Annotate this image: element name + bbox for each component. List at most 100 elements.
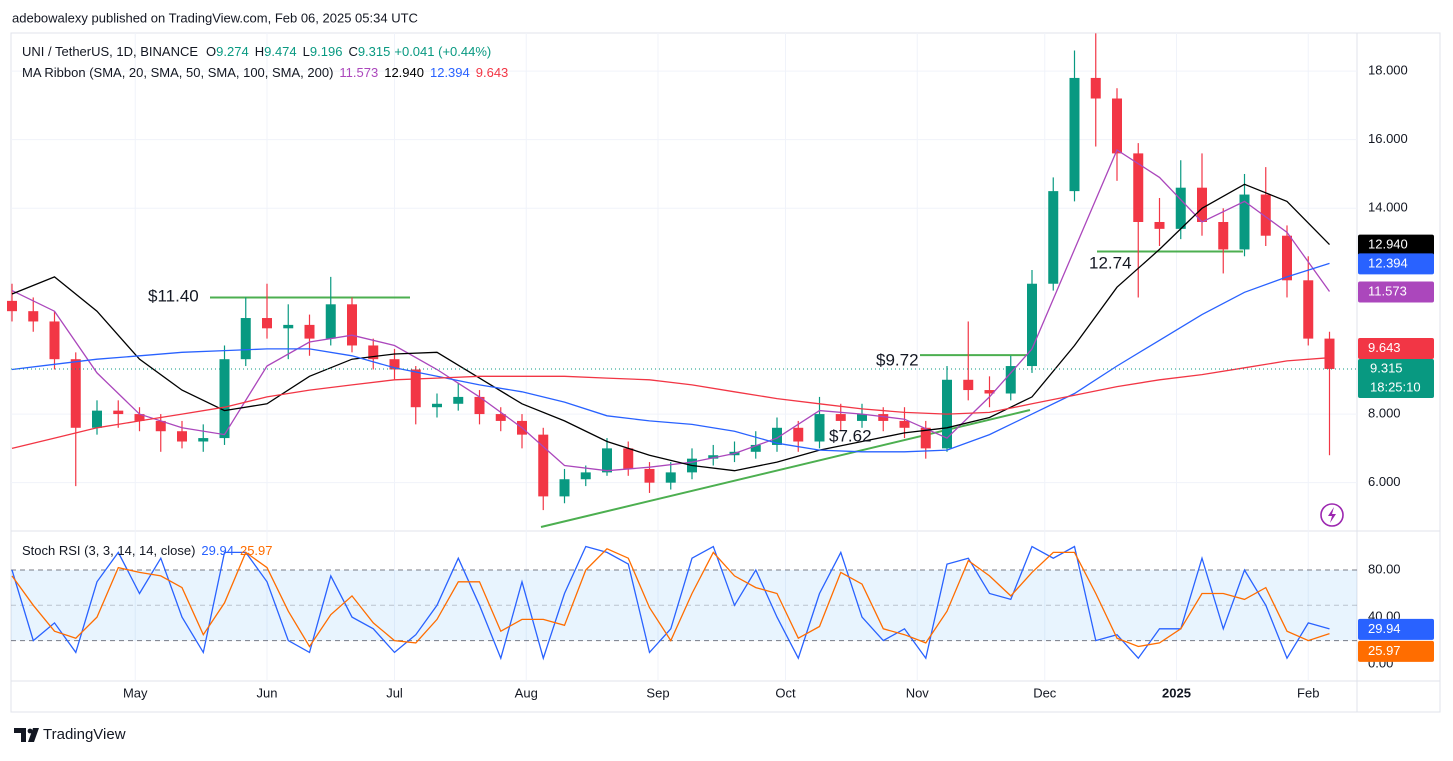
candle-body [793, 427, 804, 442]
candle-body [368, 345, 379, 360]
y-tick-label: 18.000 [1368, 63, 1408, 78]
candle-body [1218, 221, 1229, 250]
candle-body [474, 396, 485, 415]
candle-body [453, 396, 464, 404]
candle-body [1069, 77, 1080, 192]
candle-body [1324, 338, 1335, 369]
candle-body [580, 472, 591, 480]
candle-body [410, 369, 421, 408]
candle-body [1112, 98, 1122, 154]
published-line: adebowalexy published on TradingView.com… [12, 10, 418, 25]
x-tick-label: Dec [1033, 685, 1057, 700]
candle-body [155, 420, 166, 432]
ohlc-key: H [255, 44, 264, 59]
y-tick-label: 16.000 [1368, 131, 1408, 146]
ma-value: 12.940 [384, 65, 424, 80]
ma-line [11, 183, 1330, 472]
stoch-title: Stoch RSI (3, 3, 14, 14, close) [22, 543, 195, 558]
candle-body [134, 414, 145, 421]
candle-body [857, 414, 867, 421]
ohlc-key: C [348, 44, 357, 59]
ma-value: 12.394 [430, 65, 470, 80]
candle-body [920, 427, 931, 449]
candle-body [240, 318, 251, 360]
candle-body [113, 410, 124, 415]
logo[interactable]: TradingView [14, 726, 126, 743]
annotation-label: $7.62 [829, 426, 872, 445]
candle-body [772, 427, 782, 445]
lightning-icon[interactable] [1320, 503, 1344, 527]
ohlc-value: 9.474 [264, 44, 297, 59]
ma-value: 11.573 [339, 65, 378, 80]
stoch-line: Stoch RSI (3, 3, 14, 14, close) 29.94 25.9… [22, 543, 273, 558]
x-tick-label: Oct [775, 685, 796, 700]
stoch-tick-label: 80.00 [1368, 561, 1401, 576]
ma-badge-label: 9.643 [1368, 340, 1401, 355]
icon-ring [1320, 503, 1344, 527]
candle-body [347, 304, 357, 346]
change: +0.041 (+0.44%) [394, 44, 491, 59]
y-tick-label: 8.000 [1368, 406, 1401, 421]
stoch-line [11, 545, 1330, 661]
ma-line [11, 149, 1331, 472]
x-tick-label: Jun [257, 685, 278, 700]
stoch-badge [1358, 640, 1434, 662]
candle-body [835, 414, 846, 421]
candle-body [665, 472, 676, 483]
candle-body [878, 414, 889, 421]
header: UNI / TetherUS, 1D, BINANCE O9.274 H9.474 L… [22, 44, 508, 558]
candle-body [708, 455, 719, 459]
ohlc-value: 9.196 [310, 44, 343, 59]
stoch-band [11, 570, 1357, 641]
ma-badge [1358, 337, 1434, 359]
x-tick-label: May [123, 685, 148, 700]
x-tick-label: Nov [906, 685, 930, 700]
candle-body [1260, 194, 1271, 236]
candle-body [963, 379, 974, 391]
candle-body [177, 431, 187, 442]
candle-body [1005, 366, 1016, 394]
price-badge [1358, 358, 1434, 398]
countdown-label: 18:25:10 [1370, 379, 1421, 394]
stoch-badge [1358, 618, 1434, 640]
grid [11, 33, 1357, 681]
annotation-label: $9.72 [876, 350, 919, 369]
candle-body [1197, 187, 1207, 222]
ma-line [11, 357, 1330, 450]
icon-bolt [1328, 507, 1336, 523]
candle-body [198, 438, 209, 442]
stoch-line [11, 548, 1330, 648]
ma-line: MA Ribbon (SMA, 20, SMA, 50, SMA, 100, S… [22, 65, 508, 80]
candle-body [92, 410, 102, 428]
candle-body [1154, 221, 1165, 229]
x-tick-label: Feb [1297, 685, 1319, 700]
ohlc-key: O [206, 44, 216, 59]
stoch-badge-label: 29.94 [1368, 621, 1401, 636]
candle-body [1303, 280, 1314, 339]
ma-title: MA Ribbon (SMA, 20, SMA, 50, SMA, 100, S… [22, 65, 333, 80]
annotation-label: 12.74 [1089, 253, 1132, 272]
candle-body [538, 434, 549, 497]
candle-body [49, 321, 60, 360]
symbol: UNI / TetherUS, 1D, BINANCE [22, 44, 198, 59]
candle-body [899, 420, 910, 428]
candle-body [1239, 194, 1250, 250]
x-tick-label: Sep [646, 685, 669, 700]
annotation-label: $11.40 [148, 286, 199, 305]
ma-badge [1358, 281, 1434, 303]
candle-body [1133, 153, 1144, 222]
candle-body [7, 300, 17, 312]
stoch-value: 29.94 [201, 543, 234, 558]
ohlc-key: L [303, 44, 310, 59]
logo-mark [14, 728, 39, 742]
candle-body [1027, 283, 1037, 367]
ma-badge [1358, 234, 1434, 256]
x-tick-label: Aug [515, 685, 538, 700]
y-tick-label: 6.000 [1368, 474, 1401, 489]
candle-body [389, 359, 400, 370]
candle-body [1175, 187, 1186, 229]
marks [7, 33, 1357, 661]
ohlc: O9.274 H9.474 L9.196 C9.315 [206, 44, 390, 59]
y-tick-label: 14.000 [1368, 200, 1408, 215]
